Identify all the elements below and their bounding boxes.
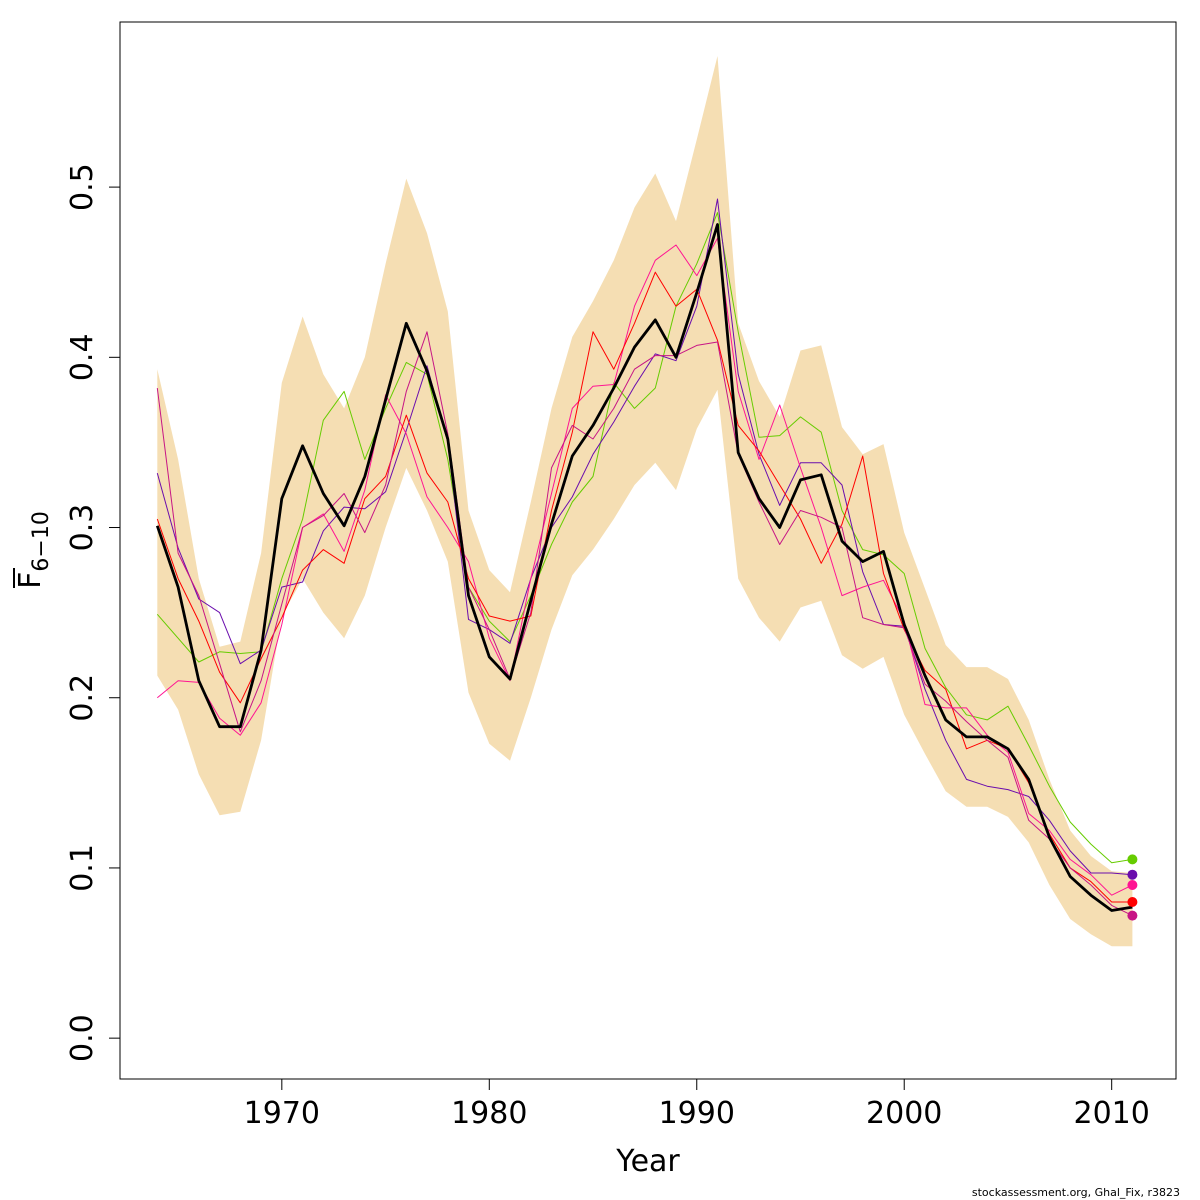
y-tick-label: 0.4 bbox=[65, 333, 100, 381]
series-end-point-5 bbox=[1127, 910, 1138, 921]
series-end-point-3 bbox=[1127, 880, 1138, 890]
y-axis: 0.0 0.1 0.2 0.3 0.4 0.5 bbox=[65, 163, 121, 1062]
series-line-3 bbox=[156, 237, 1133, 896]
x-axis-title: Year bbox=[615, 1144, 680, 1179]
y-tick-label: 0.5 bbox=[65, 163, 100, 211]
series-line-0 bbox=[155, 223, 1133, 912]
x-tick-label: 1970 bbox=[244, 1096, 320, 1131]
y-tick-label: 0.2 bbox=[65, 674, 100, 722]
footer-credit: stockassessment.org, Ghal_Fix, r3823 bbox=[972, 1186, 1180, 1199]
series-end-point-2 bbox=[1127, 869, 1138, 880]
y-axis-title: F6−10 bbox=[13, 511, 54, 589]
y-axis-title-main: F bbox=[13, 572, 48, 589]
series-line-1 bbox=[156, 212, 1133, 864]
x-tick-label: 2000 bbox=[866, 1096, 942, 1131]
series-end-point-1 bbox=[1127, 854, 1138, 865]
svg-text:F6−10: F6−10 bbox=[13, 511, 54, 589]
confidence-band-layer bbox=[157, 56, 1133, 947]
y-tick-label: 0.0 bbox=[65, 1014, 100, 1062]
y-tick-label: 0.1 bbox=[65, 844, 100, 892]
y-axis-title-subscript: 6−10 bbox=[29, 511, 54, 571]
series-line-4 bbox=[156, 271, 1133, 903]
x-axis: 1970 1980 1990 2000 2010 bbox=[244, 1078, 1150, 1131]
series-line-2 bbox=[156, 198, 1133, 876]
x-tick-label: 1980 bbox=[451, 1096, 527, 1131]
confidence-band bbox=[157, 56, 1133, 947]
series-layer bbox=[155, 198, 1133, 917]
x-tick-label: 1990 bbox=[659, 1096, 735, 1131]
series-end-point-4 bbox=[1127, 897, 1138, 907]
y-tick-label: 0.3 bbox=[65, 504, 100, 552]
series-line-5 bbox=[156, 331, 1133, 917]
x-tick-label: 2010 bbox=[1074, 1096, 1150, 1131]
end-marker-layer bbox=[1127, 854, 1138, 921]
